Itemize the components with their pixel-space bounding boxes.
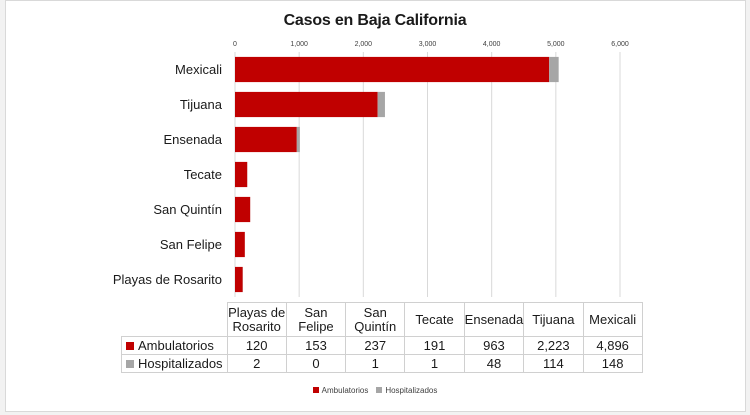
- legend-label: Ambulatorios: [321, 386, 369, 395]
- chart-legend: Ambulatorios Hospitalizados: [0, 386, 750, 395]
- category-label: San Quintín: [153, 202, 222, 217]
- table-row: Hospitalizados 2 0 1 1 48 114 148: [121, 354, 643, 373]
- bar-ambulatorios: [235, 91, 378, 118]
- x-tick-label: 3,000: [419, 41, 437, 48]
- legend-key: [126, 359, 134, 368]
- table-column-header: Ensenada: [463, 302, 525, 337]
- table-cell: 153: [285, 336, 347, 355]
- category-label: San Felipe: [160, 237, 222, 252]
- bar-ambulatorios: [235, 231, 245, 258]
- data-table: Playas de Rosarito San Felipe San Quintín T…: [121, 302, 643, 373]
- table-column-header: Playas de Rosarito: [226, 302, 287, 337]
- table-cell: 963: [463, 336, 525, 355]
- table-column-header: San Felipe: [285, 302, 347, 337]
- x-tick-label: 1,000: [290, 41, 308, 48]
- category-label: Tecate: [184, 167, 222, 182]
- table-cell: 1: [404, 354, 465, 373]
- table-row-header: Hospitalizados: [121, 354, 228, 373]
- bar-hospitalizados: [296, 126, 300, 153]
- table-cell: 0: [285, 354, 347, 373]
- table-column-header: Mexicali: [582, 302, 643, 337]
- table-cell: 120: [226, 336, 287, 355]
- category-label: Tijuana: [180, 97, 223, 112]
- bar-ambulatorios: [235, 161, 248, 188]
- table-cell: 2,223: [523, 336, 584, 355]
- table-cell: 2: [226, 354, 287, 373]
- x-tick-label: 4,000: [483, 41, 501, 48]
- row-label: Ambulatorios: [138, 337, 214, 353]
- bar-ambulatorios: [235, 266, 243, 293]
- legend-swatch: [376, 387, 383, 393]
- table-cell: 1: [345, 354, 406, 373]
- legend-item: Hospitalizados: [376, 386, 437, 395]
- table-row-header: Ambulatorios: [121, 336, 228, 355]
- table-cell: 148: [582, 354, 643, 373]
- legend-label: Hospitalizados: [385, 386, 438, 395]
- table-column-header: San Quintín: [345, 302, 406, 337]
- x-tick-label: 6,000: [611, 41, 629, 48]
- bar-ambulatorios: [235, 56, 550, 83]
- table-cell: 191: [404, 336, 465, 355]
- x-tick-label: 2,000: [355, 41, 373, 48]
- category-label: Ensenada: [163, 132, 222, 147]
- legend-item: Ambulatorios: [312, 386, 369, 395]
- x-tick-label: 5,000: [547, 41, 565, 48]
- chart-title: Casos en Baja California: [283, 12, 467, 29]
- table-cell: 48: [463, 354, 525, 373]
- table-corner: [121, 302, 228, 337]
- category-label: Mexicali: [175, 62, 222, 77]
- legend-key: [126, 341, 134, 350]
- table-column-header: Tecate: [404, 302, 465, 337]
- table-cell: 237: [345, 336, 406, 355]
- bar-ambulatorios: [235, 196, 251, 223]
- table-column-header: Tijuana: [523, 302, 584, 337]
- row-label: Hospitalizados: [138, 355, 223, 371]
- bar-ambulatorios: [235, 126, 297, 153]
- x-tick-label: 0: [233, 41, 237, 48]
- bar-hospitalizados: [377, 91, 385, 118]
- table-row: Ambulatorios 120 153 237 191 963 2,223 4,896: [121, 336, 643, 355]
- table-cell: 114: [523, 354, 584, 373]
- bar-hospitalizados: [549, 56, 559, 83]
- legend-swatch: [312, 387, 319, 393]
- table-cell: 4,896: [582, 336, 643, 355]
- category-label: Playas de Rosarito: [113, 272, 222, 287]
